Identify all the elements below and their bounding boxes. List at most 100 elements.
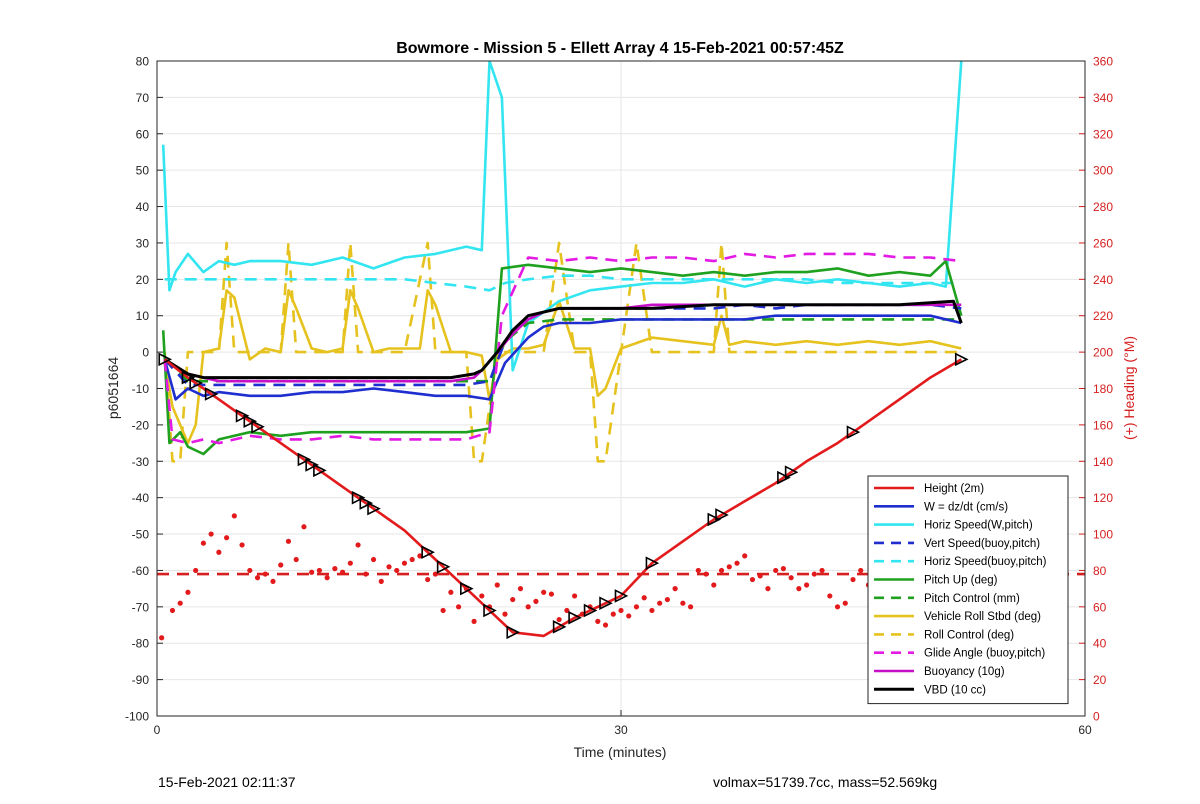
height-marker [846, 425, 861, 439]
heading-point [479, 593, 485, 599]
heading-point [324, 575, 330, 581]
y-tick-label: -60 [132, 564, 150, 578]
heading-point [541, 589, 547, 595]
footer-volmax-mass: volmax=51739.7cc, mass=52.569kg [713, 774, 937, 790]
height-marker [599, 596, 613, 610]
y-tick-label: 60 [136, 127, 150, 141]
heading-point [347, 560, 353, 566]
footer-timestamp: 15-Feb-2021 02:11:37 [158, 774, 296, 790]
heading-point [773, 567, 779, 574]
heading-point [224, 535, 230, 541]
height-marker [367, 501, 381, 516]
height-marker [483, 603, 497, 618]
y-tick-label: 40 [136, 200, 150, 214]
y-tick-label: 70 [136, 91, 150, 105]
y-tick-label: -40 [132, 491, 150, 505]
heading-point [564, 607, 570, 614]
heading-point [649, 607, 655, 614]
height-marker [460, 581, 474, 596]
y-tick-label: -50 [132, 528, 150, 542]
y-axis-label-right: (+) Heading (°M) [1121, 336, 1137, 440]
heading-point [842, 600, 848, 606]
x-axis: 0 30 60 [154, 710, 1092, 737]
y-right-tick-label: 160 [1093, 418, 1113, 432]
height-marker [235, 408, 250, 423]
height-marker [552, 620, 567, 634]
heading-point [834, 604, 841, 610]
heading-point [216, 549, 222, 555]
legend-label: Glide Angle (buoy,pitch) [924, 648, 1045, 660]
y-tick-label: 0 [142, 346, 149, 360]
heading-point [301, 524, 307, 530]
heading-point [394, 567, 400, 574]
y-right-tick-label: 40 [1093, 637, 1107, 651]
y-tick-label: -100 [125, 710, 149, 724]
y-axis-label-left: p6051664 [105, 357, 121, 420]
heading-point [432, 571, 438, 577]
heading-point [525, 604, 531, 610]
height-marker [506, 625, 521, 640]
series-line-8 [163, 241, 962, 463]
y-tick-label: 30 [136, 236, 150, 250]
heading-point [254, 575, 261, 581]
y-tick-label: -10 [132, 382, 150, 396]
heading-point [200, 540, 206, 546]
heading-point [278, 562, 284, 568]
heading-point [610, 611, 616, 617]
heading-point [510, 596, 516, 603]
y-right-tick-label: 340 [1093, 91, 1113, 105]
y-tick-label: -30 [132, 455, 150, 469]
legend-label: Roll Control (deg) [924, 629, 1014, 641]
heading-point [502, 611, 508, 617]
height-marker [204, 387, 219, 401]
heading-point [293, 556, 299, 563]
height-marker [251, 419, 265, 434]
height-marker [351, 490, 366, 505]
heading-point [626, 613, 632, 619]
heading-point [556, 616, 562, 623]
heading-point [208, 531, 214, 537]
height-marker [583, 603, 598, 618]
height-marker [784, 465, 799, 479]
heading-point [401, 560, 408, 566]
legend-label: Height (2m) [924, 483, 984, 495]
heading-point [363, 571, 369, 577]
y-right-tick-label: 240 [1093, 273, 1113, 287]
heading-point [378, 578, 384, 584]
legend: Height (2m) W = dz/dt (cm/s) Horiz Speed(W… [867, 475, 1069, 705]
heading-point [169, 607, 176, 614]
x-tick-label: 60 [1078, 723, 1092, 737]
heading-point [664, 596, 671, 603]
heading-point [494, 582, 500, 588]
series-line-0 [163, 358, 962, 638]
y-right-tick-label: 100 [1093, 528, 1113, 542]
heading-point [231, 513, 237, 519]
height-marker [436, 560, 451, 574]
heading-point [672, 586, 678, 592]
y-right-tick-label: 80 [1093, 564, 1107, 578]
series-line-1 [163, 314, 962, 401]
heading-point [811, 571, 817, 577]
heading-point [548, 591, 555, 597]
series-line-4 [164, 274, 962, 292]
heading-point [633, 604, 640, 610]
y-right-tick-label: 260 [1093, 236, 1113, 250]
y-right-tick-label: 20 [1093, 673, 1107, 687]
height-marker [614, 589, 629, 603]
heading-point [471, 618, 477, 624]
series-line-5 [161, 259, 963, 456]
heading-point [355, 542, 361, 548]
y-axis-right: 3603403203002802602402202001801601401201… [1079, 55, 1113, 724]
heading-point [159, 635, 165, 641]
heading-point [819, 567, 825, 574]
height-marker [158, 352, 173, 367]
height-marker [645, 556, 660, 570]
heading-point [749, 576, 756, 583]
y-right-tick-label: 180 [1093, 382, 1113, 396]
legend-label: Horiz Speed(buoy,pitch) [924, 556, 1047, 568]
legend-label: Vert Speed(buoy,pitch) [924, 538, 1040, 550]
heading-point [858, 567, 864, 574]
series-line-11 [163, 299, 963, 380]
heading-point [370, 556, 377, 563]
